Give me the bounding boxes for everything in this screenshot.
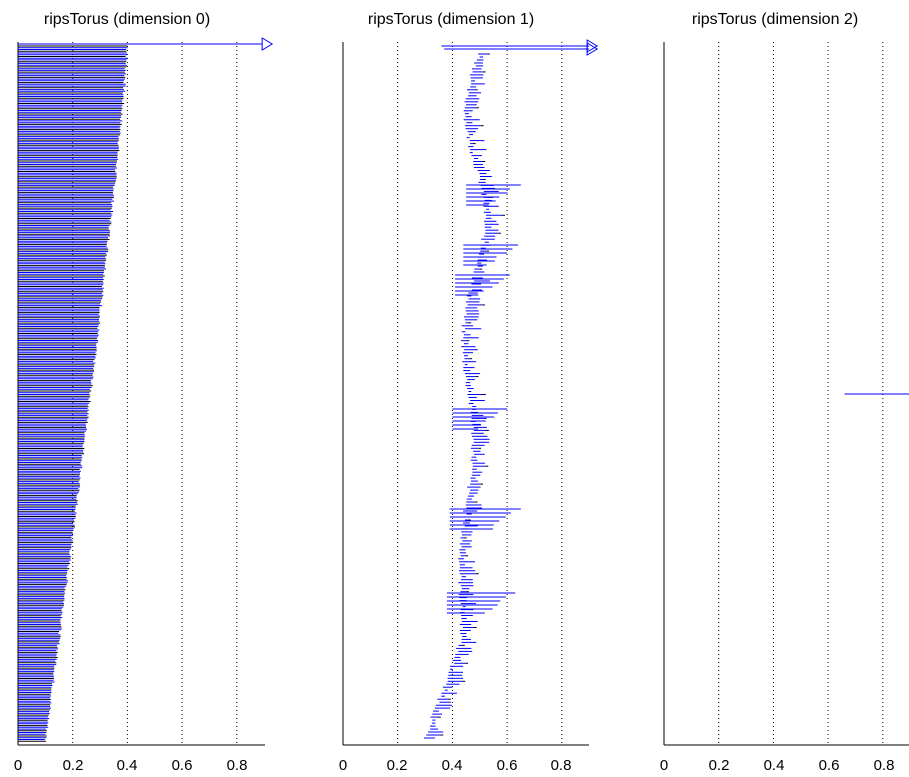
x-tick-label: 0.2 [387,757,408,774]
x-tick-label: 0 [14,757,22,774]
x-tick-labels: 0 0.2 0.4 0.6 0.8 [14,757,248,774]
panel-dimension-1: ripsTorus (dimension 1) 0 0.2 0.4 0.6 0.… [339,11,599,774]
chart-title-dimension-0: ripsTorus (dimension 0) [44,11,210,28]
panel-dimension-2: ripsTorus (dimension 2) 0 0.2 0.4 0.6 0.… [660,11,909,774]
x-tick-label: 0 [339,757,347,774]
x-tick-labels: 0 0.2 0.4 0.6 0.8 [339,757,572,774]
x-tick-labels: 0 0.2 0.4 0.6 0.8 [660,757,895,774]
barcode-intervals [844,393,909,395]
x-tick-label: 0.8 [551,757,572,774]
x-tick-label: 0.4 [764,757,785,774]
x-tick-label: 0.8 [874,757,895,774]
x-tick-label: 0.6 [497,757,518,774]
x-tick-label: 0.4 [442,757,463,774]
barcode-intervals [424,39,599,739]
x-tick-label: 0 [660,757,668,774]
x-tick-label: 0.2 [709,757,730,774]
chart-title-dimension-1: ripsTorus (dimension 1) [368,11,534,28]
x-tick-label: 0.2 [63,757,84,774]
gridlines [397,42,563,745]
x-tick-label: 0.6 [819,757,840,774]
x-tick-label: 0.8 [227,757,248,774]
panel-dimension-0: ripsTorus (dimension 0) 0 0.2 0.4 0.6 0.… [14,11,274,774]
x-tick-label: 0.6 [172,757,193,774]
barcode-intervals [18,37,274,742]
chart-title-dimension-2: ripsTorus (dimension 2) [692,11,858,28]
x-tick-label: 0.4 [117,757,138,774]
infinite-interval-arrow [586,42,599,56]
infinite-interval-arrow [261,37,274,51]
